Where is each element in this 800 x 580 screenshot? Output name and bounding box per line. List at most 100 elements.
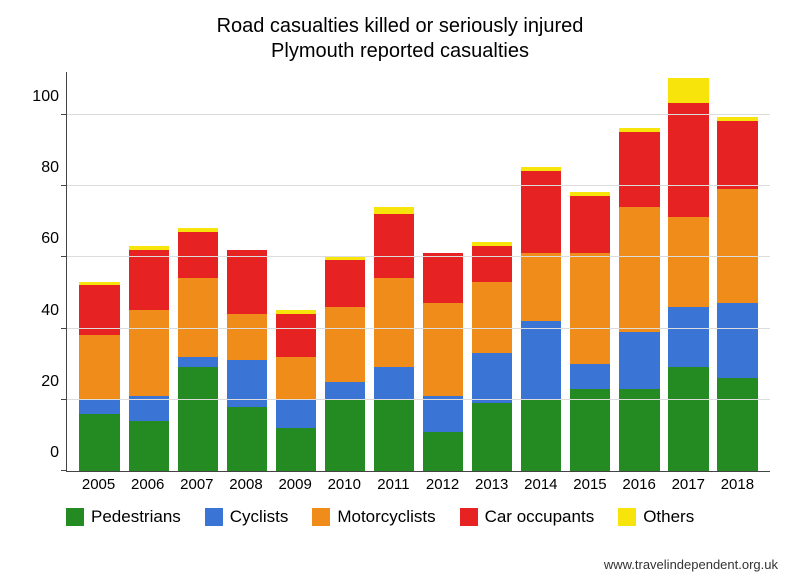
bar-column — [75, 72, 124, 471]
bar-segment-motorcyclists — [178, 278, 218, 357]
x-axis-label: 2012 — [418, 476, 467, 493]
legend-swatch — [66, 508, 84, 526]
x-axis-label: 2006 — [123, 476, 172, 493]
bar-segment-pedestrians — [227, 407, 267, 471]
bar-segment-cyclists — [129, 396, 169, 421]
legend-swatch — [312, 508, 330, 526]
bar-segment-motorcyclists — [79, 335, 119, 399]
bar-segment-car-occupants — [178, 232, 218, 278]
bar-segment-cyclists — [717, 303, 757, 378]
x-axis-label: 2013 — [467, 476, 516, 493]
x-axis-label: 2010 — [320, 476, 369, 493]
legend-swatch — [460, 508, 478, 526]
bar-segment-cyclists — [227, 360, 267, 406]
x-axis-label: 2011 — [369, 476, 418, 493]
plot-area: 020406080100 — [66, 72, 770, 472]
bar-segment-car-occupants — [276, 314, 316, 357]
bar-segment-others — [374, 207, 414, 214]
chart-title: Road casualties killed or seriously inju… — [20, 14, 780, 64]
gridline — [67, 256, 770, 257]
bar-segment-car-occupants — [129, 250, 169, 311]
bar-segment-pedestrians — [570, 389, 610, 471]
x-axis-label: 2017 — [664, 476, 713, 493]
bar-segment-pedestrians — [717, 378, 757, 471]
legend-swatch — [205, 508, 223, 526]
y-axis-label: 100 — [23, 88, 59, 106]
bar-column — [468, 72, 517, 471]
bar-segment-car-occupants — [374, 214, 414, 278]
bar-segment-motorcyclists — [227, 314, 267, 360]
bar-segment-motorcyclists — [276, 357, 316, 400]
stacked-bar — [129, 246, 169, 471]
x-axis-label: 2014 — [516, 476, 565, 493]
bar-column — [320, 72, 369, 471]
bar-segment-pedestrians — [423, 432, 463, 471]
bar-column — [615, 72, 664, 471]
stacked-bar — [472, 242, 512, 471]
gridline — [67, 185, 770, 186]
bar-segment-motorcyclists — [619, 207, 659, 332]
title-line-2: Plymouth reported casualties — [271, 40, 529, 62]
legend-item: Others — [618, 507, 694, 527]
y-axis-label: 80 — [23, 159, 59, 177]
stacked-bar — [570, 192, 610, 471]
y-tick — [61, 399, 67, 400]
legend-label: Car occupants — [485, 507, 595, 527]
chart-container: Road casualties killed or seriously inju… — [0, 0, 800, 580]
bar-segment-cyclists — [79, 400, 119, 414]
bar-column — [713, 72, 762, 471]
bar-segment-cyclists — [619, 332, 659, 389]
legend-label: Cyclists — [230, 507, 289, 527]
bar-segment-motorcyclists — [423, 303, 463, 396]
y-tick — [61, 114, 67, 115]
bar-segment-pedestrians — [521, 400, 561, 471]
bar-column — [566, 72, 615, 471]
bar-column — [124, 72, 173, 471]
bar-segment-cyclists — [668, 307, 708, 368]
bar-segment-motorcyclists — [570, 253, 610, 364]
bar-column — [664, 72, 713, 471]
y-axis-label: 20 — [23, 373, 59, 391]
stacked-bar — [619, 128, 659, 471]
x-axis-label: 2016 — [615, 476, 664, 493]
bar-segment-pedestrians — [79, 414, 119, 471]
bar-segment-pedestrians — [668, 367, 708, 471]
stacked-bar — [325, 257, 365, 471]
legend-label: Pedestrians — [91, 507, 181, 527]
x-axis-label: 2008 — [221, 476, 270, 493]
bar-segment-pedestrians — [178, 367, 218, 471]
stacked-bar — [178, 228, 218, 471]
bar-segment-pedestrians — [472, 403, 512, 471]
y-tick — [61, 470, 67, 471]
x-axis-label: 2018 — [713, 476, 762, 493]
legend-item: Cyclists — [205, 507, 289, 527]
stacked-bar — [423, 253, 463, 471]
y-tick — [61, 328, 67, 329]
bar-column — [173, 72, 222, 471]
x-axis-labels: 2005200620072008200920102011201220132014… — [66, 472, 770, 493]
legend: Pedestrians Cyclists Motorcyclists Car occu… — [66, 507, 780, 527]
stacked-bar — [374, 207, 414, 471]
stacked-bar — [717, 117, 757, 471]
bar-segment-car-occupants — [472, 246, 512, 282]
gridline — [67, 114, 770, 115]
legend-label: Others — [643, 507, 694, 527]
bar-column — [419, 72, 468, 471]
bar-segment-car-occupants — [521, 171, 561, 253]
bar-segment-motorcyclists — [717, 189, 757, 303]
bar-segment-motorcyclists — [472, 282, 512, 353]
title-line-1: Road casualties killed or seriously inju… — [217, 15, 584, 37]
gridline — [67, 399, 770, 400]
bar-segment-pedestrians — [374, 400, 414, 471]
gridline — [67, 328, 770, 329]
legend-label: Motorcyclists — [337, 507, 435, 527]
bar-column — [271, 72, 320, 471]
bars-group — [67, 72, 770, 471]
bar-segment-motorcyclists — [374, 278, 414, 367]
y-tick — [61, 256, 67, 257]
bar-segment-car-occupants — [325, 260, 365, 306]
bar-segment-motorcyclists — [668, 217, 708, 306]
bar-segment-car-occupants — [668, 103, 708, 217]
y-axis-label: 40 — [23, 302, 59, 320]
bar-column — [517, 72, 566, 471]
